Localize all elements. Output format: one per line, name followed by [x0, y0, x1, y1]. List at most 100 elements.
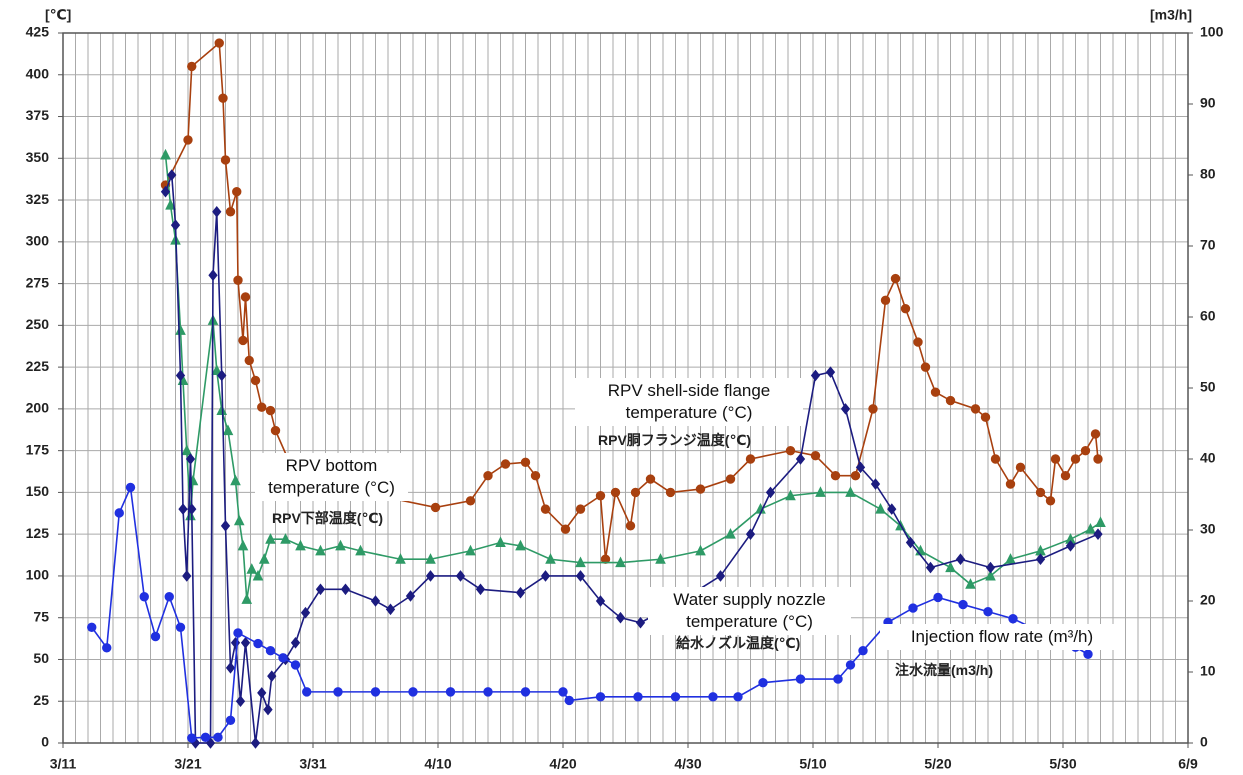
marker: [208, 269, 218, 282]
y-tick-label: 325: [26, 191, 50, 207]
marker: [295, 539, 306, 551]
marker: [500, 459, 511, 469]
marker: [214, 38, 224, 48]
marker: [483, 687, 493, 697]
marker: [785, 445, 796, 456]
marker: [965, 578, 976, 589]
y2-tick-label: 60: [1200, 308, 1216, 324]
marker: [530, 471, 541, 481]
marker: [355, 544, 366, 556]
y-tick-label: 125: [26, 525, 50, 541]
marker: [1060, 471, 1071, 481]
marker: [1045, 496, 1056, 506]
marker: [160, 148, 171, 160]
marker: [233, 514, 245, 526]
y-tick-label: 50: [33, 650, 49, 666]
marker: [315, 583, 326, 596]
marker: [225, 715, 236, 725]
marker: [233, 275, 243, 285]
y-axis-unit: [℃]: [45, 7, 71, 23]
marker: [1050, 454, 1061, 464]
marker: [216, 404, 228, 416]
x-tick-label: 4/30: [674, 756, 701, 772]
y2-tick-label: 100: [1200, 24, 1224, 40]
marker: [220, 155, 231, 165]
marker: [880, 295, 891, 305]
marker: [165, 198, 176, 210]
marker: [175, 324, 186, 335]
marker: [240, 292, 251, 302]
marker: [765, 486, 776, 499]
x-tick-label: 5/30: [1049, 756, 1076, 772]
marker: [187, 503, 197, 515]
marker: [1093, 454, 1103, 464]
marker: [150, 631, 161, 642]
marker: [425, 553, 436, 564]
marker: [1005, 479, 1016, 489]
annotation-ja: 給水ノズル温度(℃): [676, 635, 801, 651]
marker: [868, 404, 878, 414]
marker: [870, 478, 881, 490]
y-tick-label: 25: [33, 692, 49, 708]
marker: [745, 528, 756, 540]
marker: [795, 674, 806, 684]
y2-tick-label: 30: [1200, 521, 1216, 537]
marker: [265, 405, 276, 416]
marker: [1070, 454, 1081, 464]
marker: [890, 273, 901, 284]
marker: [265, 533, 276, 544]
marker: [810, 369, 821, 382]
marker: [520, 457, 531, 468]
marker: [855, 461, 866, 474]
y-tick-label: 225: [26, 358, 50, 374]
marker: [233, 628, 243, 638]
marker: [1008, 614, 1018, 624]
marker: [302, 687, 312, 697]
marker: [575, 570, 586, 582]
marker: [240, 636, 251, 649]
marker: [200, 732, 211, 743]
y2-axis-unit: [m3/h]: [1150, 7, 1192, 23]
marker: [160, 185, 171, 198]
marker: [139, 592, 149, 602]
y2-tick-label: 0: [1200, 734, 1208, 750]
marker: [985, 561, 996, 574]
y2-tick-label: 90: [1200, 95, 1216, 111]
marker: [181, 444, 193, 456]
marker: [913, 337, 923, 347]
marker: [370, 595, 381, 607]
marker: [815, 486, 826, 497]
marker: [575, 556, 586, 568]
marker: [695, 544, 706, 556]
marker: [595, 692, 606, 702]
marker: [1035, 487, 1046, 498]
annotation-ja: RPV胴フランジ温度(℃): [598, 432, 752, 448]
x-tick-label: 5/20: [924, 756, 951, 772]
marker: [540, 570, 551, 582]
marker: [290, 636, 301, 649]
marker: [945, 395, 956, 406]
marker: [595, 491, 606, 501]
marker: [845, 486, 856, 497]
marker: [370, 687, 381, 697]
marker: [257, 687, 267, 699]
marker: [990, 454, 1001, 464]
marker: [887, 503, 897, 515]
marker: [970, 404, 981, 414]
marker: [395, 553, 406, 564]
marker: [1065, 540, 1076, 552]
marker: [985, 569, 996, 581]
marker: [925, 561, 936, 574]
marker: [958, 599, 968, 610]
marker: [425, 570, 436, 582]
marker: [270, 425, 281, 436]
marker: [183, 135, 193, 145]
marker: [300, 606, 311, 619]
marker: [615, 611, 626, 624]
marker: [267, 670, 277, 682]
marker: [244, 355, 254, 366]
marker: [558, 687, 568, 697]
marker: [758, 677, 768, 688]
marker: [575, 504, 586, 514]
